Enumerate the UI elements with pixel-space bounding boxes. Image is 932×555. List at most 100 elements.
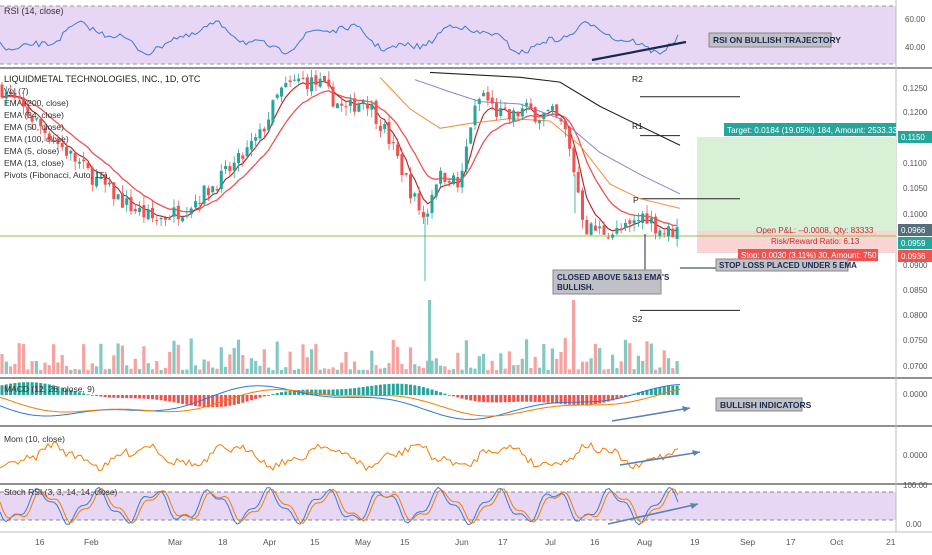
target-price: 0.1150: [901, 133, 925, 142]
time-label: 16: [35, 537, 45, 547]
target-price-badge: [898, 131, 932, 143]
volume-bar: [623, 339, 628, 374]
macd-annotation-box[interactable]: [715, 397, 803, 412]
volume-bar: [77, 369, 81, 374]
volume-bar: [224, 366, 228, 374]
candle-body: [202, 185, 206, 204]
macd-histogram-bar: [9, 383, 13, 395]
price-badge-3-text: 0.0936: [901, 252, 926, 261]
candle-body: [176, 205, 180, 220]
macd-histogram-bar: [95, 395, 99, 396]
macd-trend-arrow[interactable]: [611, 407, 691, 422]
candle-body: [353, 98, 357, 112]
macd-histogram-bar: [477, 395, 481, 402]
macd-histogram-bar: [151, 395, 154, 400]
macd-histogram-bar: [181, 395, 185, 404]
candle-body: [662, 233, 666, 235]
candle-body: [206, 188, 210, 196]
volume-bar: [628, 343, 632, 374]
target-label-box[interactable]: [724, 123, 896, 136]
macd-histogram-bar: [430, 389, 434, 395]
rsi-annotation-box[interactable]: [708, 32, 832, 48]
price-tick: 0.1000: [903, 210, 928, 219]
macd-histogram-bar: [215, 395, 219, 408]
volume-bar: [503, 368, 507, 374]
candle-body: [413, 193, 417, 197]
volume-bar: [619, 361, 623, 374]
macd-histogram-bar: [17, 382, 21, 395]
volume-bar: [408, 347, 413, 374]
candle-body: [112, 182, 116, 200]
volume-bar: [649, 343, 653, 374]
target-zone[interactable]: [697, 137, 896, 231]
mom-trend-arrow[interactable]: [619, 451, 701, 466]
candle-body: [404, 173, 408, 175]
volume-bar: [451, 369, 456, 374]
candle-body: [120, 193, 124, 208]
volume-bar: [340, 362, 344, 374]
price-tick: 0.1200: [903, 108, 928, 117]
volume-bar: [73, 368, 77, 374]
price-tick: 0.1100: [903, 159, 927, 168]
macd-histogram-bar: [133, 395, 137, 399]
stop-note-box[interactable]: [715, 258, 849, 272]
macd-histogram-bar: [26, 382, 30, 395]
stop-label-box[interactable]: [738, 249, 878, 261]
volume-bar: [559, 351, 563, 374]
volume-bar: [499, 353, 503, 374]
macd-histogram-bar: [495, 395, 498, 403]
volume-bar: [249, 358, 253, 374]
closed-note-box[interactable]: [552, 269, 662, 295]
volume-bar: [529, 367, 533, 374]
volume-bar: [580, 361, 585, 374]
macd-histogram-bar: [65, 388, 68, 395]
volume-bar: [439, 365, 443, 374]
macd-histogram-bar: [314, 389, 318, 395]
macd-histogram-bar: [271, 394, 275, 395]
candle-body: [99, 176, 103, 179]
volume-bar: [400, 364, 404, 374]
macd-histogram-bar: [357, 387, 361, 395]
macd-histogram-bar: [327, 389, 331, 395]
candle-body: [546, 109, 550, 111]
volume-bar: [322, 368, 327, 374]
volume-bar: [202, 359, 206, 374]
rsi-trendline[interactable]: [591, 40, 687, 62]
volume-bar: [292, 369, 296, 374]
macd-histogram-bar: [434, 390, 438, 395]
candle-body: [563, 120, 567, 130]
time-label: 18: [218, 537, 228, 547]
candle-body: [181, 217, 185, 222]
volume-bar: [606, 368, 610, 374]
candle-body: [34, 118, 38, 120]
macd-histogram-bar: [47, 384, 51, 395]
macd-histogram-bar: [529, 395, 533, 402]
macd-histogram-bar: [576, 395, 580, 405]
macd-histogram-bar: [258, 395, 262, 398]
macd-histogram-bar: [559, 395, 563, 404]
volume-bar: [391, 340, 395, 374]
candle-body: [43, 127, 47, 134]
stoch-trend-arrow[interactable]: [607, 503, 699, 525]
macd-histogram-bar: [30, 382, 34, 395]
candle-body: [456, 177, 460, 188]
volume-bar: [155, 361, 159, 374]
candle-body: [237, 153, 240, 164]
candle-body: [13, 93, 17, 98]
volume-bar: [426, 360, 430, 374]
macd-histogram-bar: [361, 386, 365, 395]
candle-body: [649, 218, 653, 224]
candle-body: [39, 118, 43, 127]
volume-bar: [327, 369, 331, 374]
volume-bar: [219, 347, 223, 374]
candle-body: [529, 103, 533, 110]
candle-body: [138, 207, 142, 212]
candle-body: [219, 170, 223, 190]
macd-histogram-bar: [288, 390, 292, 395]
volume-bar: [215, 368, 219, 374]
candle-body: [667, 226, 670, 237]
macd-histogram-bar: [662, 386, 666, 395]
macd-histogram-bar: [490, 395, 494, 403]
volume-bar: [632, 369, 636, 374]
stoch-tick-0: 0.00: [906, 520, 922, 529]
